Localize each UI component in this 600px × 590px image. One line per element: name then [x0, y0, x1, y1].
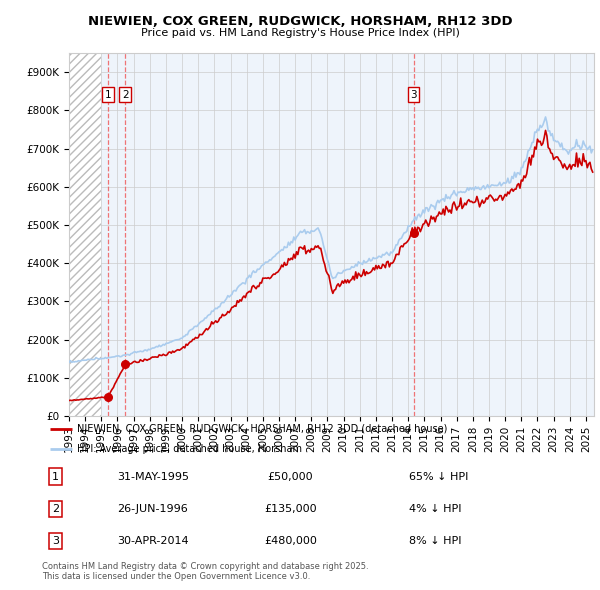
Text: £480,000: £480,000: [264, 536, 317, 546]
Text: NIEWIEN, COX GREEN, RUDGWICK, HORSHAM, RH12 3DD (detached house): NIEWIEN, COX GREEN, RUDGWICK, HORSHAM, R…: [77, 424, 448, 434]
Text: 26-JUN-1996: 26-JUN-1996: [118, 504, 188, 514]
Text: 3: 3: [52, 536, 59, 546]
Text: 2: 2: [122, 90, 128, 100]
Text: 1: 1: [52, 472, 59, 482]
Text: 31-MAY-1995: 31-MAY-1995: [118, 472, 190, 482]
Text: 1: 1: [105, 90, 112, 100]
Text: £50,000: £50,000: [268, 472, 313, 482]
Text: 4% ↓ HPI: 4% ↓ HPI: [409, 504, 462, 514]
Text: 30-APR-2014: 30-APR-2014: [118, 536, 189, 546]
Text: NIEWIEN, COX GREEN, RUDGWICK, HORSHAM, RH12 3DD: NIEWIEN, COX GREEN, RUDGWICK, HORSHAM, R…: [88, 15, 512, 28]
Text: 3: 3: [410, 90, 417, 100]
Bar: [69, 53, 101, 416]
Text: Price paid vs. HM Land Registry's House Price Index (HPI): Price paid vs. HM Land Registry's House …: [140, 28, 460, 38]
Text: HPI: Average price, detached house, Horsham: HPI: Average price, detached house, Hors…: [77, 444, 302, 454]
Text: 2: 2: [52, 504, 59, 514]
Text: £135,000: £135,000: [264, 504, 317, 514]
Text: 65% ↓ HPI: 65% ↓ HPI: [409, 472, 469, 482]
Text: Contains HM Land Registry data © Crown copyright and database right 2025.
This d: Contains HM Land Registry data © Crown c…: [42, 562, 368, 581]
Text: 8% ↓ HPI: 8% ↓ HPI: [409, 536, 462, 546]
